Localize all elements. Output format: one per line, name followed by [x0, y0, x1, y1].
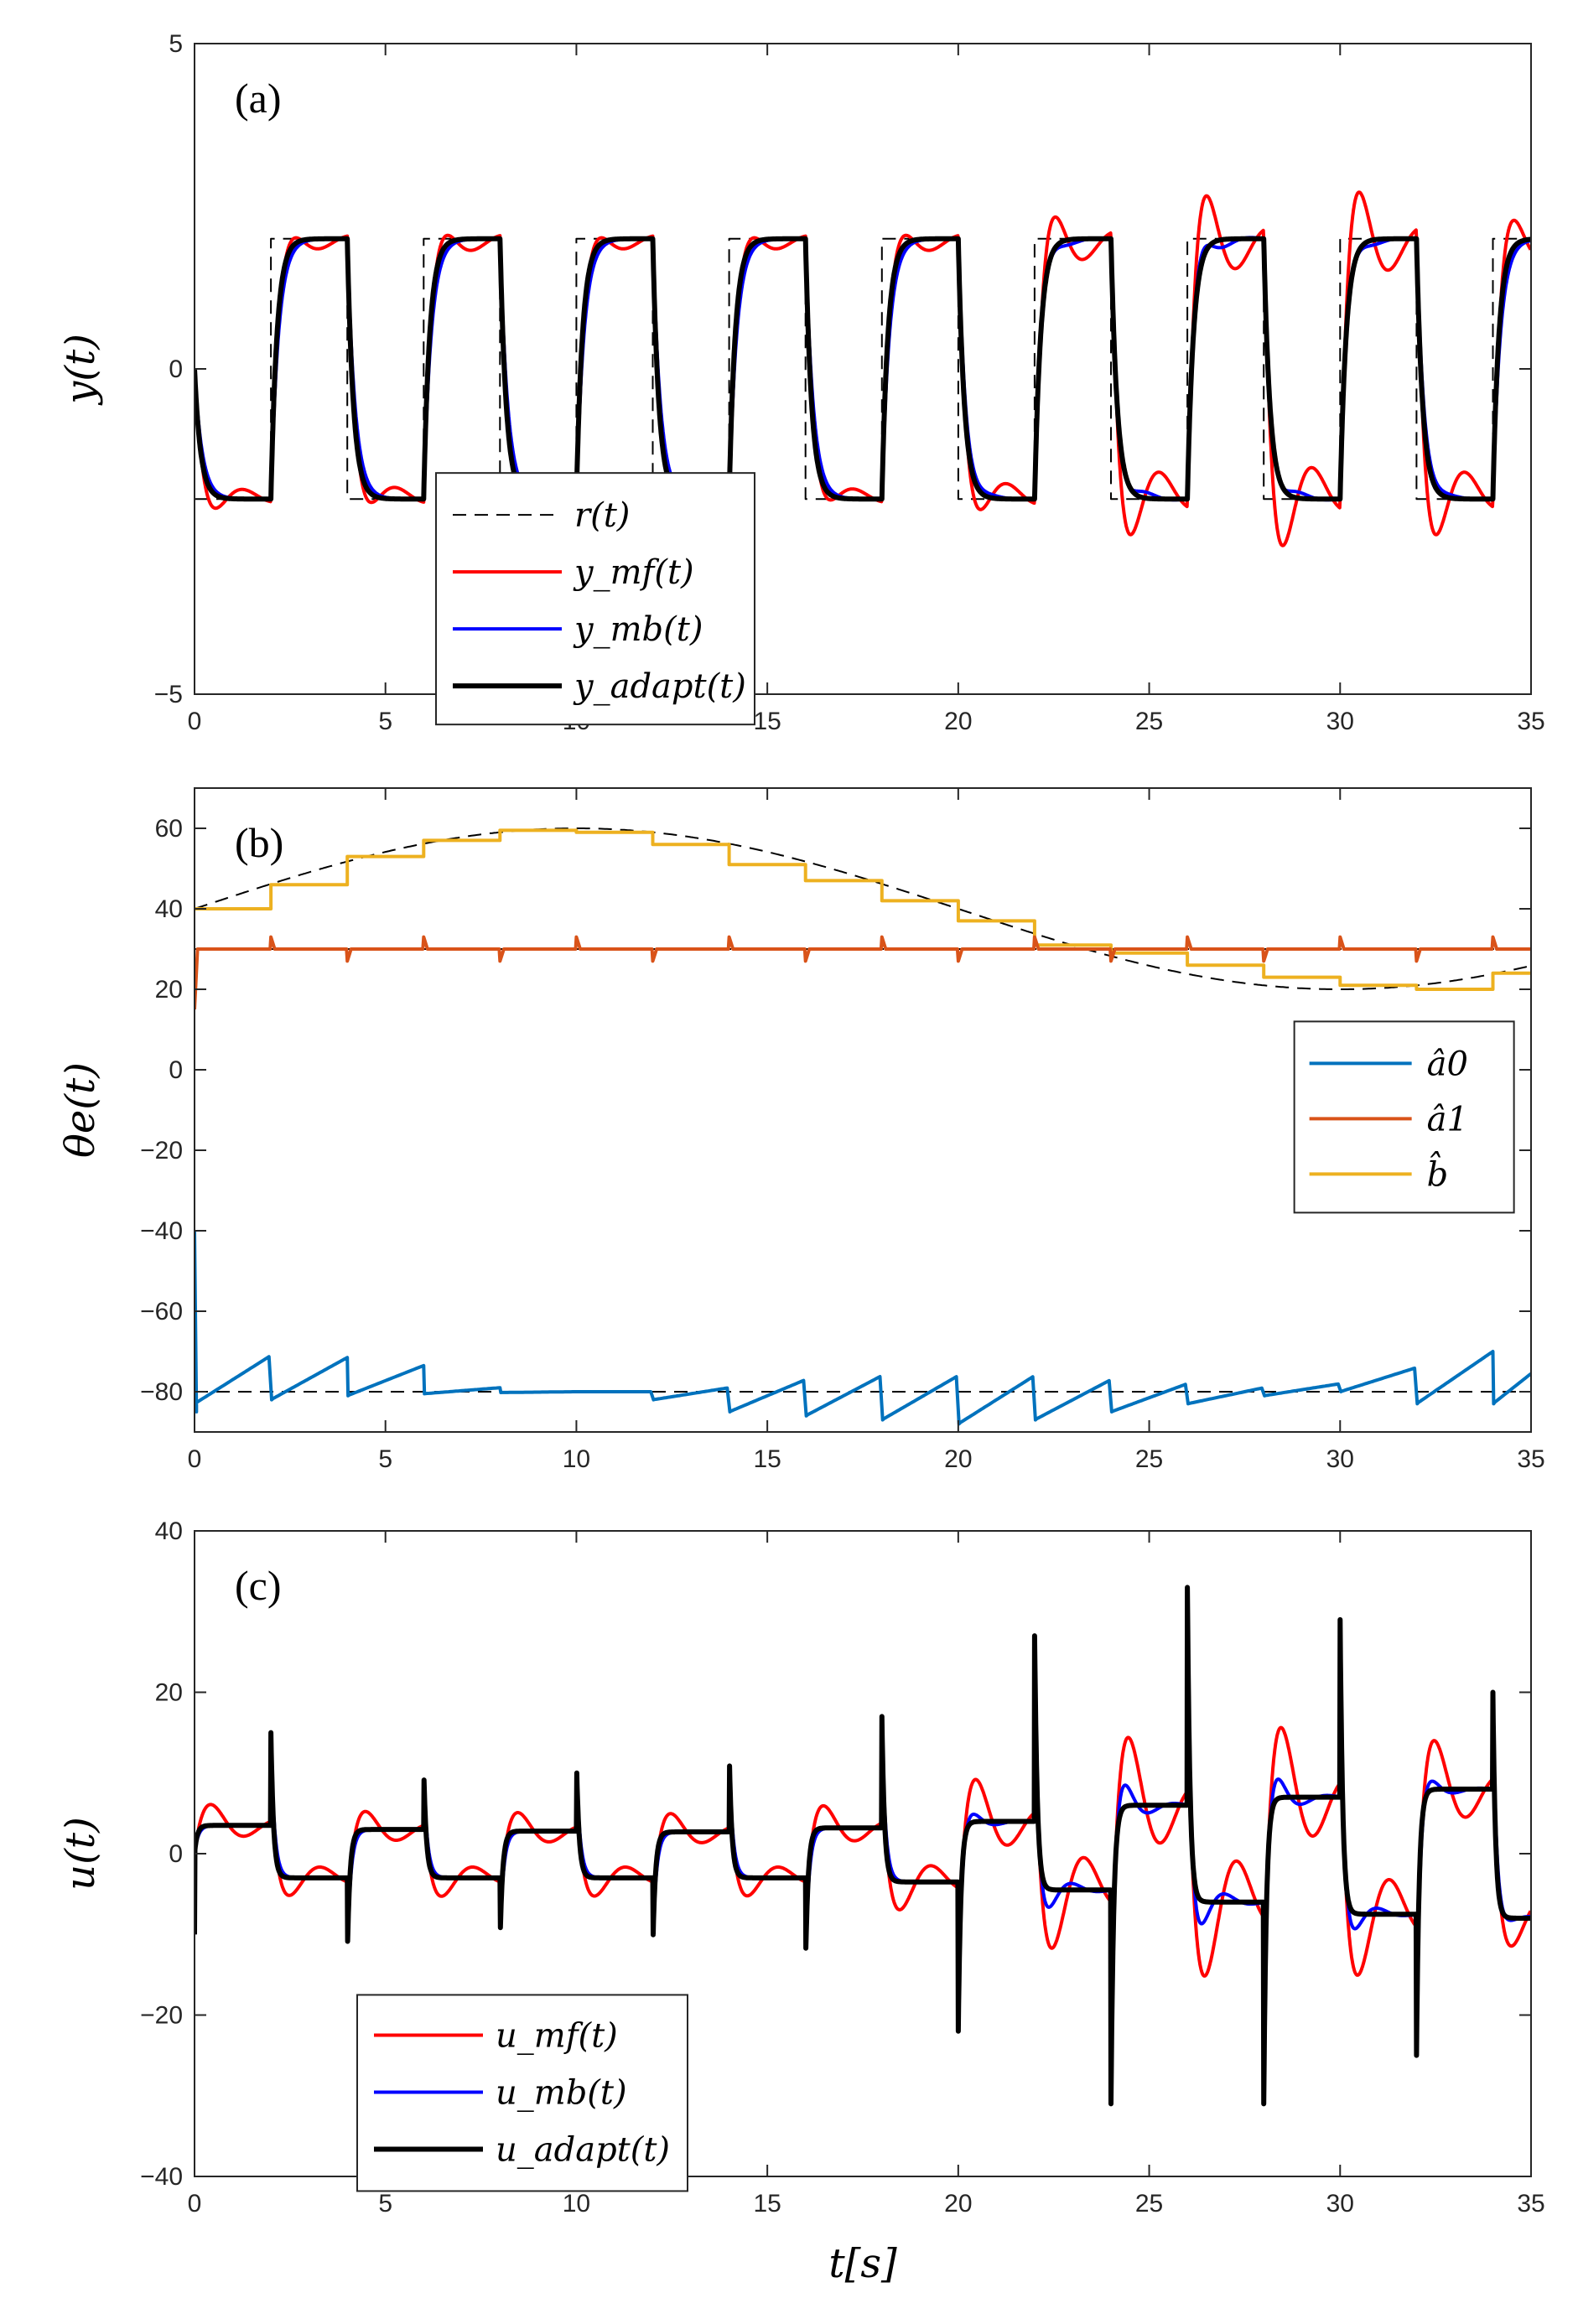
x-tick-label: 35: [1517, 708, 1544, 735]
legend-label-b_hat: b̂: [1427, 1153, 1449, 1195]
legend-label-y_mf: y_mf(t): [573, 553, 694, 592]
panel-b-label: (b): [235, 819, 283, 866]
y-tick-label: −40: [140, 1217, 183, 1245]
series-r: [195, 237, 1531, 501]
x-tick-label: 15: [753, 708, 781, 735]
legend-label-r: r(t): [574, 496, 630, 535]
x-tick-label: 0: [188, 1445, 202, 1473]
panel-c-series: [195, 1585, 1531, 2107]
panel-c-ticks: 0 5 10 15 20 25 30 35 −40 −20 0 20 40: [140, 1517, 1545, 2218]
x-tick-label: 25: [1135, 708, 1163, 735]
series-y-adapt: [195, 236, 1531, 502]
panel-b-frame: [194, 787, 1532, 1433]
y-tick-label: −5: [154, 681, 183, 708]
x-tick-label: 25: [1135, 2190, 1163, 2218]
y-tick-label: 40: [155, 895, 183, 923]
legend-label-u_mf: u_mf(t): [496, 2016, 618, 2055]
x-tick-label: 0: [188, 708, 202, 735]
x-tick-label: 20: [944, 708, 972, 735]
x-tick-label: 10: [563, 2190, 590, 2218]
panel-b-series: [195, 827, 1531, 1426]
x-tick-label: 20: [944, 2190, 972, 2218]
panel-a-legend: r(t) y_mf(t) y_mb(t) y_adapt(t): [435, 472, 755, 726]
legend-label-u_mb: u_mb(t): [496, 2073, 627, 2112]
x-tick-label: 35: [1517, 1445, 1544, 1473]
y-tick-label: 40: [155, 1517, 183, 1545]
panel-b-legend: â0 â1 b̂: [1293, 1020, 1515, 1214]
y-tick-label: 0: [169, 1840, 183, 1868]
y-tick-label: −40: [140, 2163, 183, 2191]
panel-c-label: (c): [235, 1562, 282, 1609]
series-u-adapt: [195, 1585, 1531, 2107]
legend-label-a1_hat: â1: [1427, 1100, 1468, 1139]
panel-a-ylabel: y(t): [57, 334, 104, 406]
y-tick-label: −80: [140, 1378, 183, 1406]
panel-c-legend: u_mf(t) u_mb(t) u_adapt(t): [356, 1994, 688, 2192]
x-tick-label: 35: [1517, 2190, 1544, 2218]
legend-label-y_adapt: y_adapt(t): [573, 667, 746, 706]
legend-label-u_adapt: u_adapt(t): [496, 2130, 670, 2169]
x-tick-label: 5: [378, 2190, 392, 2218]
series-b-hat: [195, 828, 1531, 991]
panel-a-series: [195, 190, 1531, 547]
panel-b-ticks: 0 5 10 15 20 25 30 35 −80 −60 −40 −20 0 20 40 60: [140, 788, 1545, 1473]
x-tick-label: 5: [378, 708, 392, 735]
y-tick-label: −20: [140, 2002, 183, 2030]
x-tick-label: 30: [1326, 708, 1354, 735]
y-tick-label: 5: [169, 30, 183, 58]
x-tick-label: 20: [944, 1445, 972, 1473]
legend-label-a0_hat: â0: [1427, 1045, 1468, 1083]
panel-b-ylabel: θe(t): [57, 1062, 104, 1158]
y-tick-label: 0: [169, 355, 183, 383]
legend-label-y_mb: y_mb(t): [573, 610, 703, 649]
y-tick-label: −60: [140, 1298, 183, 1325]
x-tick-label: 10: [563, 1445, 590, 1473]
y-tick-label: 20: [155, 976, 183, 1004]
panel-c-ylabel: u(t): [57, 1817, 104, 1891]
panel-a-label: (a): [235, 75, 282, 122]
x-tick-label: 30: [1326, 2190, 1354, 2218]
x-tick-label: 15: [753, 2190, 781, 2218]
x-tick-label: 5: [378, 1445, 392, 1473]
x-tick-label: 25: [1135, 1445, 1163, 1473]
panel-b: 0 5 10 15 20 25 30 35 −80 −60 −40 −20 0 20 40 60 (b) θe…: [57, 787, 1545, 1473]
x-tick-label: 30: [1326, 1445, 1354, 1473]
x-axis-label: t[s]: [828, 2240, 897, 2287]
x-tick-label: 15: [753, 1445, 781, 1473]
series-a0-hat: [195, 1230, 1531, 1426]
series-b-true: [195, 827, 1529, 990]
x-tick-label: 0: [188, 2190, 202, 2218]
panel-c: 0 5 10 15 20 25 30 35 −40 −20 0 20 40 (c) u(t) u_mf(…: [57, 1517, 1545, 2218]
y-tick-label: 20: [155, 1679, 183, 1707]
y-tick-label: 60: [155, 815, 183, 843]
y-tick-label: 0: [169, 1056, 183, 1084]
legend-box: [435, 472, 755, 726]
y-tick-label: −20: [140, 1137, 183, 1165]
series-a1-hat: [195, 935, 1531, 1010]
